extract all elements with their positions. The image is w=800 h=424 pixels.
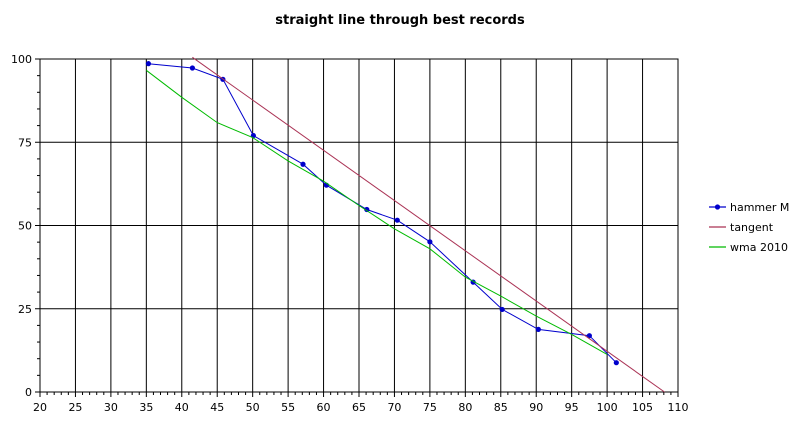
x-tick-label: 65 bbox=[352, 401, 366, 414]
legend-label: tangent bbox=[730, 221, 774, 234]
x-tick-label: 70 bbox=[387, 401, 401, 414]
x-tick-label: 80 bbox=[458, 401, 472, 414]
legend-label: wma 2010 bbox=[730, 241, 788, 254]
chart-title: straight line through best records bbox=[275, 13, 525, 28]
x-tick-label: 75 bbox=[423, 401, 437, 414]
x-tick-label: 90 bbox=[529, 401, 543, 414]
data-point bbox=[300, 161, 306, 167]
series-lines bbox=[145, 56, 665, 393]
x-tick-label: 60 bbox=[317, 401, 331, 414]
series-line-hammer-m bbox=[148, 63, 617, 364]
x-tick-label: 105 bbox=[632, 401, 653, 414]
x-tick-label: 25 bbox=[68, 401, 82, 414]
x-tick-label: 110 bbox=[668, 401, 689, 414]
legend-label: hammer M bbox=[730, 201, 789, 214]
tick-labels: 20 25 30 35 40 45 50 55 60 65 70 75 80 85 90 95 100 105 11… bbox=[11, 53, 689, 414]
y-tick-label: 25 bbox=[18, 303, 32, 316]
x-tick-label: 55 bbox=[281, 401, 295, 414]
x-tick-label: 100 bbox=[597, 401, 618, 414]
data-point bbox=[499, 306, 505, 313]
legend-marker bbox=[714, 204, 721, 210]
y-tick-label: 100 bbox=[11, 53, 32, 66]
data-point bbox=[364, 206, 370, 213]
data-point bbox=[427, 239, 433, 245]
data-point bbox=[586, 333, 592, 339]
series-line-tangent bbox=[192, 56, 665, 393]
x-tick-label: 95 bbox=[565, 401, 579, 414]
x-tick-label: 35 bbox=[139, 401, 153, 414]
x-tick-label: 20 bbox=[33, 401, 47, 414]
legend: hammer M tangent wma 2010 bbox=[709, 201, 789, 254]
x-tick-label: 45 bbox=[210, 401, 224, 414]
x-tick-label: 30 bbox=[104, 401, 118, 414]
data-point bbox=[189, 65, 196, 71]
x-tick-label: 85 bbox=[494, 401, 508, 414]
data-point bbox=[394, 217, 400, 223]
y-tick-label: 50 bbox=[18, 220, 32, 233]
y-tick-label: 75 bbox=[18, 136, 32, 149]
x-tick-label: 40 bbox=[175, 401, 189, 414]
data-point bbox=[613, 360, 619, 366]
x-tick-label: 50 bbox=[246, 401, 260, 414]
data-point bbox=[535, 326, 541, 332]
grid bbox=[35, 58, 679, 397]
series-line-wma-2010 bbox=[145, 69, 608, 355]
y-tick-label: 0 bbox=[25, 386, 32, 399]
data-point bbox=[145, 61, 152, 67]
plot-border bbox=[39, 58, 679, 393]
